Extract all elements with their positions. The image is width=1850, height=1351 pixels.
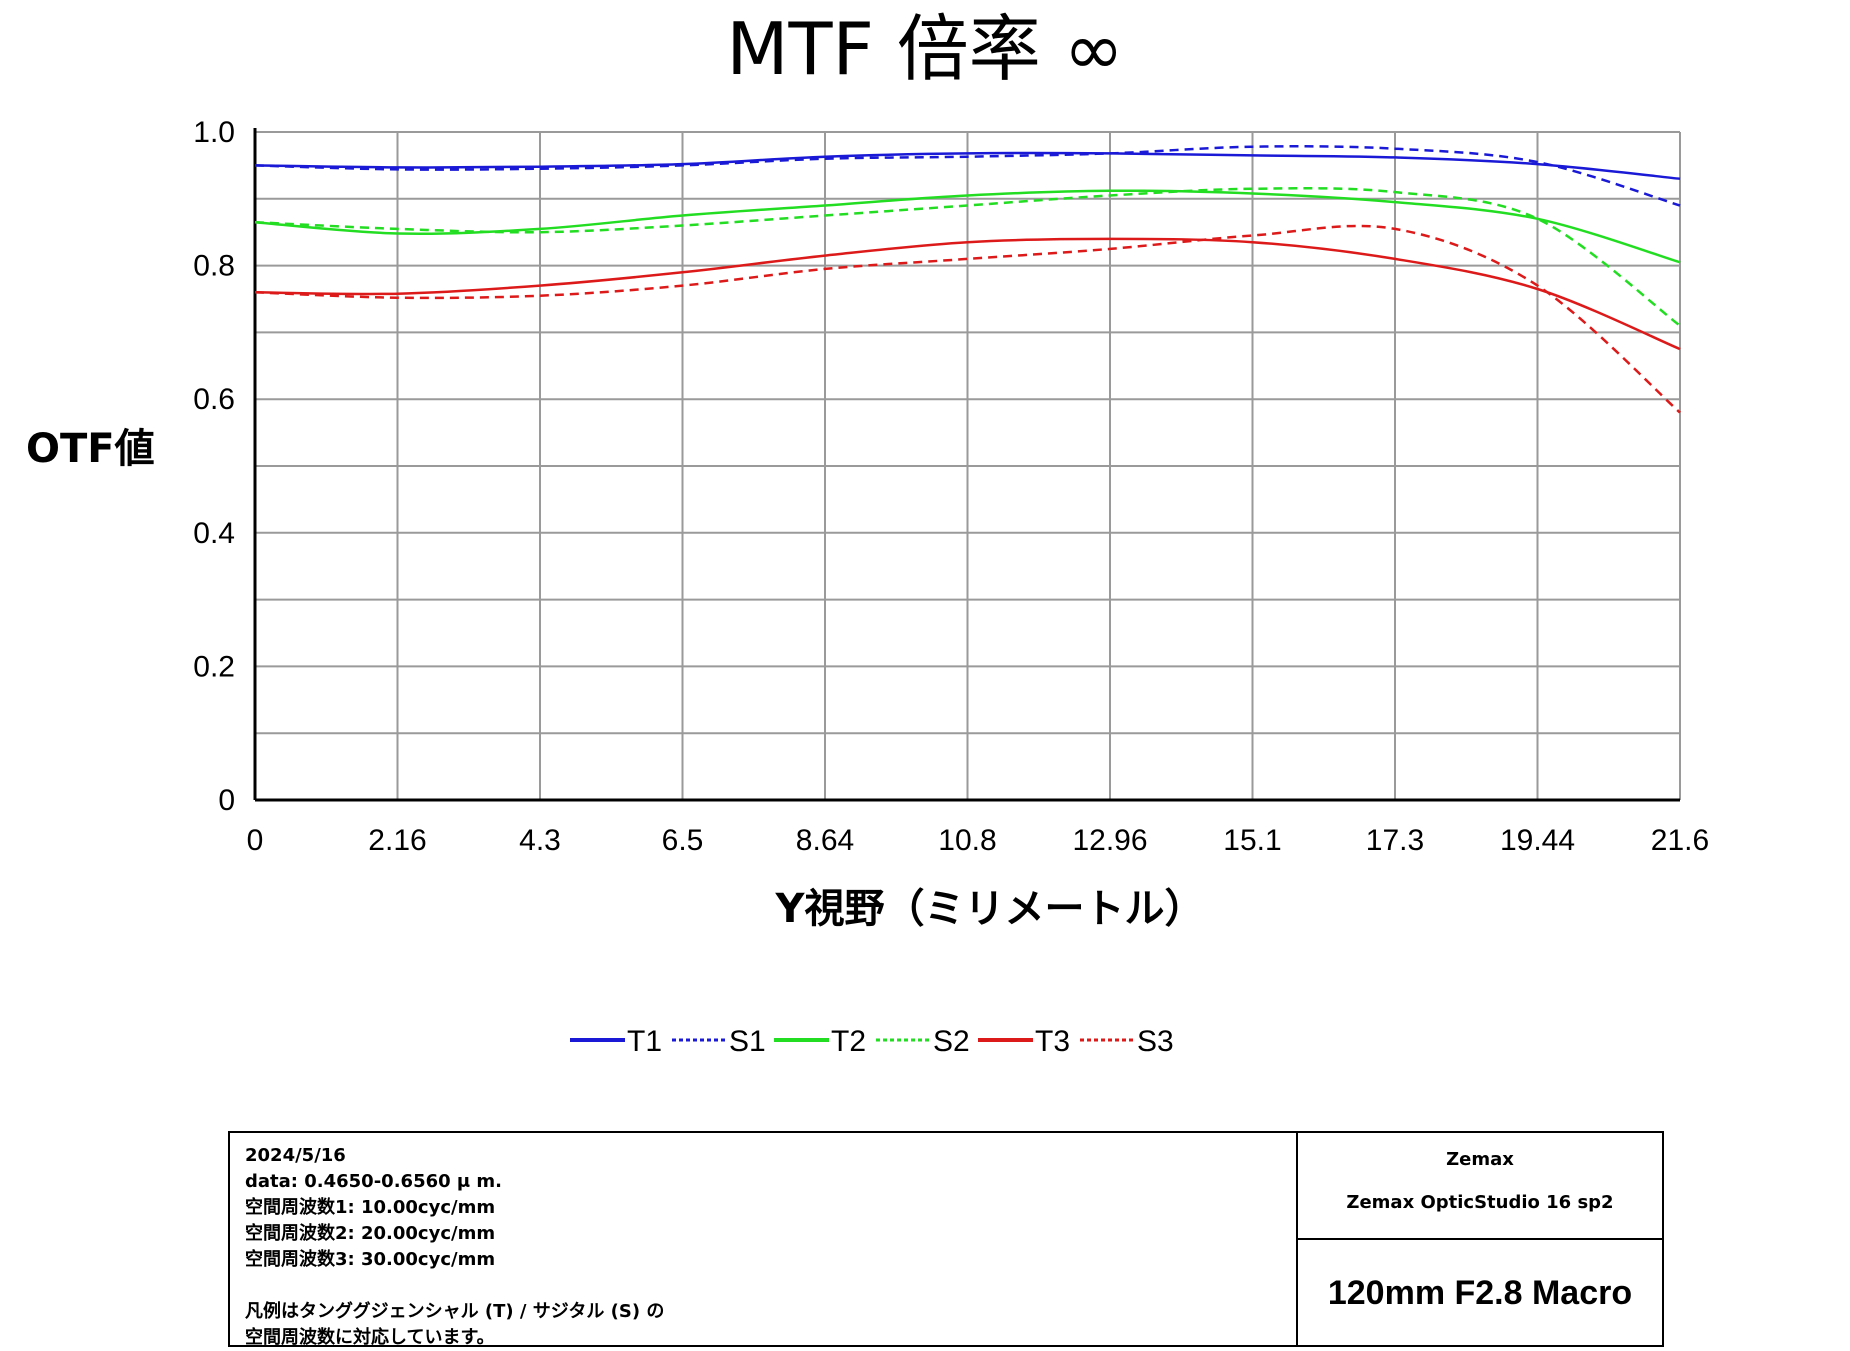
legend: T1 S1 T2 S2 T3 S3 (570, 1025, 1174, 1058)
y-tick-label: 1.0 (193, 116, 235, 149)
info-note-line-2: 空間周波数に対応しています。 (245, 1327, 495, 1348)
legend-label-t1: T1 (627, 1025, 662, 1058)
series-lines (254, 145, 1681, 414)
info-right-panel: Zemax Zemax OpticStudio 16 sp2 120mm F2.… (1298, 1133, 1662, 1345)
info-date: 2024/5/16 (245, 1145, 346, 1166)
x-tick-label: 17.3 (1366, 824, 1424, 857)
info-lens-cell: 120mm F2.8 Macro (1298, 1240, 1662, 1347)
info-spacer (245, 1273, 1296, 1299)
x-tick-label: 19.44 (1500, 824, 1575, 857)
info-frequency-1: 空間周波数1: 10.00cyc/mm (245, 1197, 496, 1218)
info-data-range: data: 0.4650-0.6560 μ m. (245, 1171, 503, 1192)
info-software: Zemax OpticStudio 16 sp2 (1346, 1192, 1614, 1213)
chart-title: MTF 倍率 ∞ (726, 7, 1123, 91)
info-software-cell: Zemax Zemax OpticStudio 16 sp2 (1298, 1133, 1662, 1240)
info-frequency-2: 空間周波数2: 20.00cyc/mm (245, 1223, 496, 1244)
x-tick-label: 0 (247, 824, 264, 857)
legend-label-s1: S1 (729, 1025, 766, 1058)
series-line-t3 (254, 237, 1681, 351)
y-tick-label: 0.2 (193, 650, 235, 683)
info-left-panel: 2024/5/16 data: 0.4650-0.6560 μ m. 空間周波数… (230, 1133, 1298, 1348)
series-line-s1 (254, 145, 1681, 207)
x-tick-label: 2.16 (368, 824, 426, 857)
info-frequency-3: 空間周波数3: 30.00cyc/mm (245, 1249, 496, 1270)
x-tick-label: 10.8 (938, 824, 996, 857)
y-tick-label: 0 (218, 784, 235, 817)
info-box: 2024/5/16 data: 0.4650-0.6560 μ m. 空間周波数… (228, 1131, 1664, 1348)
x-tick-label: 12.96 (1072, 824, 1147, 857)
x-tick-label: 8.64 (796, 824, 854, 857)
y-tick-label: 0.6 (193, 383, 235, 416)
info-note-line-1: 凡例はタンググジェンシャル (T) / サジタル (S) の (245, 1301, 665, 1322)
info-lens-name: 120mm F2.8 Macro (1327, 1274, 1633, 1312)
y-tick-label: 0.8 (193, 250, 235, 283)
series-line-t1 (254, 151, 1681, 181)
legend-label-t2: T2 (831, 1025, 866, 1058)
axes (253, 128, 1680, 802)
series-line-s3 (254, 224, 1681, 414)
legend-label-t3: T3 (1035, 1025, 1070, 1058)
info-vendor: Zemax (1446, 1149, 1514, 1170)
series-line-s2 (254, 187, 1681, 327)
y-tick-label: 0.4 (193, 517, 235, 550)
grid (255, 131, 1681, 800)
x-axis-label: Y視野（ミリメートル） (775, 886, 1205, 932)
x-tick-label: 15.1 (1223, 824, 1281, 857)
x-tick-label: 6.5 (662, 824, 704, 857)
x-tick-label: 21.6 (1651, 824, 1709, 857)
x-tick-label: 4.3 (519, 824, 561, 857)
legend-label-s3: S3 (1137, 1025, 1174, 1058)
tick-labels: 0 2.16 4.3 6.5 8.64 10.8 12.96 15.1 17.3 19.44 21.… (193, 116, 1709, 857)
y-axis-label: OTF値 (26, 426, 155, 472)
legend-label-s2: S2 (933, 1025, 970, 1058)
